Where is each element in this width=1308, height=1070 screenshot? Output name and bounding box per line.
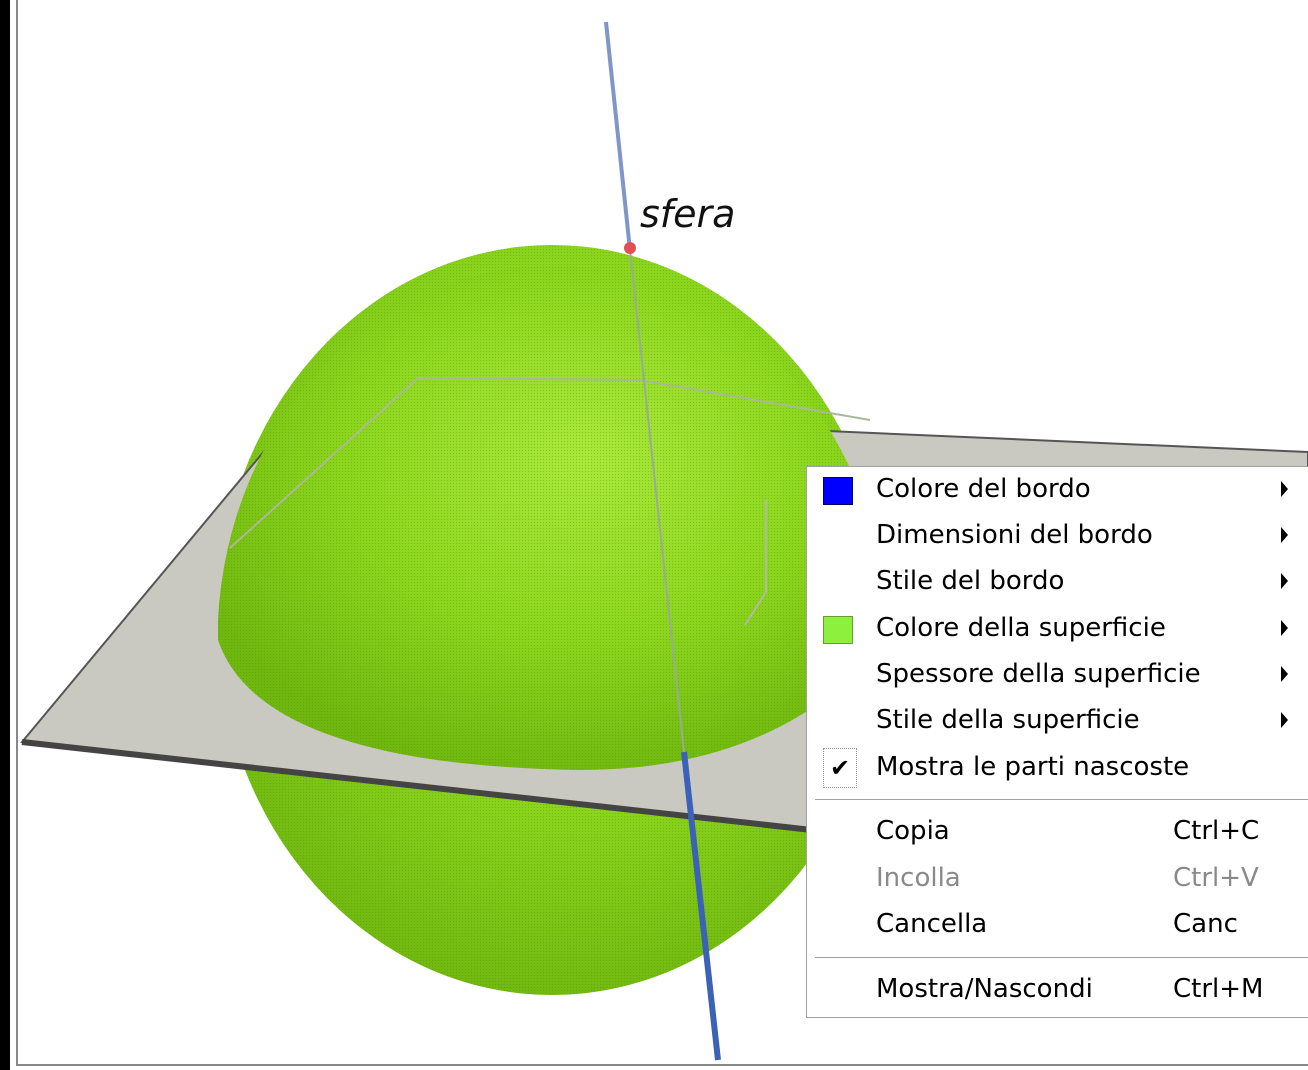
menu-item-border-color[interactable]: Colore del bordo [807, 467, 1308, 513]
menu-item-label: Mostra le parti nascoste [876, 752, 1190, 782]
blue-swatch-icon [823, 477, 853, 505]
menu-item-shortcut: Ctrl+M [1173, 974, 1264, 1004]
submenu-arrow-icon [1281, 712, 1288, 728]
hidden-edge-lines [229, 376, 871, 549]
menu-item-shortcut: Ctrl+V [1173, 863, 1259, 893]
menu-item-border-size[interactable]: Dimensioni del bordo [807, 513, 1308, 559]
menu-item-show-hide[interactable]: Mostra/Nascondi Ctrl+M [807, 967, 1308, 1013]
menu-item-surface-style[interactable]: Stile della superficie [807, 698, 1308, 744]
menu-item-surface-color[interactable]: Colore della superficie [807, 606, 1308, 652]
submenu-arrow-icon [1281, 573, 1288, 589]
menu-item-show-hidden-parts[interactable]: ✔ Mostra le parti nascoste [807, 745, 1308, 791]
axis-line-top[interactable] [604, 21, 632, 251]
canvas-bottom-edge [16, 1064, 1308, 1066]
menu-item-label: Cancella [876, 909, 988, 939]
checkmark-icon: ✔ [823, 748, 857, 788]
menu-item-label: Stile del bordo [876, 566, 1065, 596]
plane-front-edge [21, 739, 831, 835]
sphere-upper-texture [218, 265, 887, 770]
menu-item-label: Mostra/Nascondi [876, 974, 1093, 1004]
menu-separator [815, 799, 1308, 801]
canvas-left-edge [16, 0, 18, 1066]
menu-item-label: Colore del bordo [876, 474, 1091, 504]
hidden-segment [744, 500, 767, 626]
sphere-top-point[interactable] [624, 242, 636, 254]
submenu-arrow-icon [1281, 481, 1288, 497]
submenu-arrow-icon [1281, 620, 1288, 636]
menu-item-surface-thickness[interactable]: Spessore della superficie [807, 652, 1308, 698]
menu-item-shortcut: Canc [1173, 909, 1238, 939]
menu-item-label: Copia [876, 816, 950, 846]
axis-line-bottom[interactable] [681, 751, 721, 1061]
menu-item-label: Dimensioni del bordo [876, 520, 1153, 550]
menu-item-paste: Incolla Ctrl+V [807, 856, 1308, 902]
submenu-arrow-icon [1281, 666, 1288, 682]
menu-item-label: Spessore della superficie [876, 659, 1201, 689]
context-menu[interactable]: Colore del bordo Dimensioni del bordo St… [806, 466, 1308, 1018]
menu-item-delete[interactable]: Cancella Canc [807, 902, 1308, 948]
submenu-arrow-icon [1281, 527, 1288, 543]
green-swatch-icon [823, 616, 853, 644]
sphere-label[interactable]: sfera [640, 192, 736, 236]
menu-item-shortcut: Ctrl+C [1173, 816, 1260, 846]
menu-item-label: Colore della superficie [876, 613, 1166, 643]
menu-separator [815, 957, 1308, 959]
window-border [0, 0, 10, 1070]
menu-item-copy[interactable]: Copia Ctrl+C [807, 809, 1308, 855]
menu-item-label: Incolla [876, 863, 961, 893]
hidden-axis-line [629, 249, 685, 753]
menu-item-border-style[interactable]: Stile del bordo [807, 559, 1308, 605]
menu-item-label: Stile della superficie [876, 705, 1140, 735]
